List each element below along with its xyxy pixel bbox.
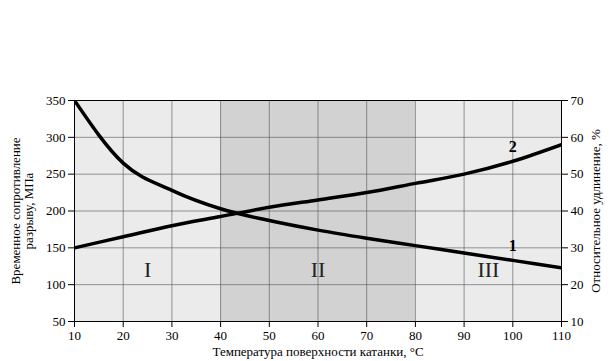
svg-text:40: 40 — [571, 203, 584, 218]
svg-text:100: 100 — [46, 277, 66, 292]
svg-text:50: 50 — [571, 166, 584, 181]
svg-text:60: 60 — [571, 129, 584, 144]
svg-text:Относительное удлинение, %: Относительное удлинение, % — [588, 129, 603, 293]
svg-text:30: 30 — [165, 328, 178, 343]
svg-text:10: 10 — [571, 314, 584, 329]
svg-text:110: 110 — [552, 328, 571, 343]
svg-text:20: 20 — [117, 328, 130, 343]
svg-text:60: 60 — [312, 328, 325, 343]
svg-text:300: 300 — [46, 129, 66, 144]
svg-text:100: 100 — [503, 328, 523, 343]
svg-text:Температура поверхности катанк: Температура поверхности катанки, °С — [212, 344, 423, 359]
svg-text:200: 200 — [46, 203, 66, 218]
svg-text:150: 150 — [46, 240, 66, 255]
svg-text:I: I — [144, 257, 151, 282]
svg-text:70: 70 — [571, 93, 584, 108]
svg-text:70: 70 — [360, 328, 373, 343]
svg-text:III: III — [477, 257, 499, 282]
svg-text:350: 350 — [46, 93, 66, 108]
svg-text:50: 50 — [263, 328, 276, 343]
svg-text:30: 30 — [571, 240, 584, 255]
svg-text:Временное сопротивлениеразрыву: Временное сопротивлениеразрыву, МПа — [8, 137, 36, 284]
svg-text:50: 50 — [53, 314, 66, 329]
svg-text:40: 40 — [214, 328, 227, 343]
svg-text:80: 80 — [409, 328, 422, 343]
svg-text:1: 1 — [509, 237, 517, 254]
svg-text:10: 10 — [68, 328, 81, 343]
svg-text:II: II — [311, 257, 326, 282]
svg-text:2: 2 — [509, 138, 517, 155]
svg-text:90: 90 — [458, 328, 471, 343]
svg-text:250: 250 — [46, 166, 66, 181]
svg-text:20: 20 — [571, 277, 584, 292]
